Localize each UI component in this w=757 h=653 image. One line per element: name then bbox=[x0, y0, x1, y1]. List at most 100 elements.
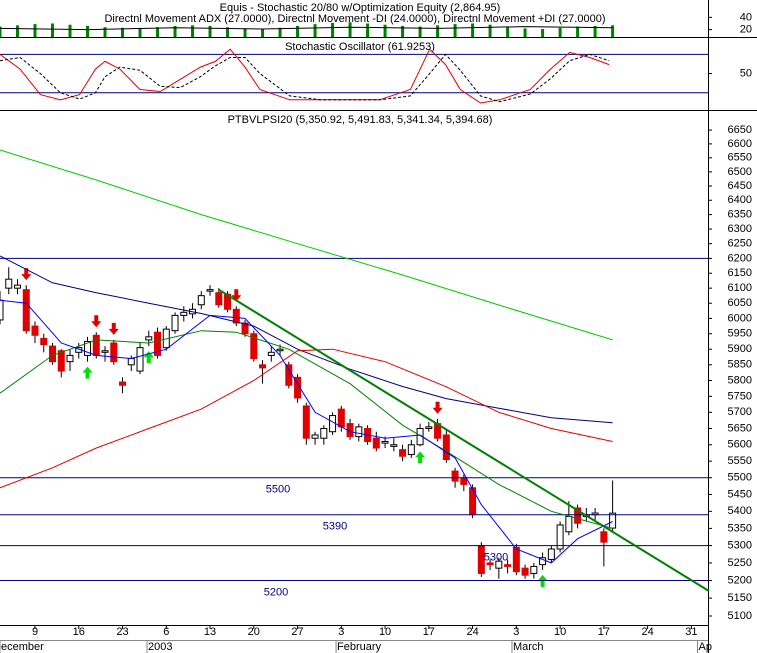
candle-body bbox=[267, 351, 275, 356]
bar bbox=[523, 28, 527, 37]
y-tick-label: 5800 bbox=[728, 374, 752, 386]
bar bbox=[226, 27, 230, 37]
x-tick-label: 16 bbox=[73, 626, 85, 638]
month-label: February bbox=[337, 641, 382, 653]
candle-body bbox=[547, 548, 555, 560]
candle-body bbox=[407, 444, 415, 456]
candle-body bbox=[600, 531, 608, 543]
sell-arrow bbox=[432, 401, 443, 414]
indicator-line bbox=[0, 53, 610, 103]
buy-arrow bbox=[415, 451, 426, 464]
y-tick-label: 5900 bbox=[728, 343, 752, 355]
indicator-line bbox=[0, 348, 613, 489]
x-tick-label: 6 bbox=[163, 626, 169, 638]
candle-body bbox=[241, 322, 249, 335]
candle-body bbox=[206, 289, 214, 292]
candle-body bbox=[154, 331, 162, 356]
candle-body bbox=[539, 557, 547, 566]
month-label: ecember bbox=[1, 641, 44, 653]
candle-body bbox=[14, 284, 22, 289]
y-tick-label: 5700 bbox=[728, 406, 752, 418]
candle-body bbox=[84, 340, 92, 356]
candle-body bbox=[355, 426, 363, 438]
bar bbox=[191, 25, 195, 37]
bar bbox=[541, 29, 545, 37]
panel-title: PTBVLPSI20 (5,350.92, 5,491.83, 5,341.34… bbox=[228, 114, 493, 126]
y-tick-label: 5850 bbox=[728, 359, 752, 371]
candle-body bbox=[521, 567, 529, 576]
sell-arrow bbox=[108, 322, 119, 335]
candle-body bbox=[136, 347, 144, 372]
candle-body bbox=[31, 325, 39, 336]
y-tick-label: 20 bbox=[740, 24, 752, 36]
level-label: 5390 bbox=[323, 521, 347, 533]
candle-body bbox=[92, 334, 100, 356]
candle-body bbox=[250, 333, 258, 360]
bar bbox=[296, 25, 300, 37]
bar bbox=[0, 26, 2, 37]
indicator-line bbox=[0, 330, 613, 529]
x-tick-label: 17 bbox=[423, 626, 435, 638]
indicator-line bbox=[0, 149, 613, 341]
y-tick-label: 6550 bbox=[728, 152, 752, 164]
y-tick-label: 5550 bbox=[728, 455, 752, 467]
x-tick-label: 20 bbox=[248, 626, 260, 638]
y-tick-label: 5450 bbox=[728, 488, 752, 500]
y-tick-label: 5500 bbox=[728, 472, 752, 484]
candle-body bbox=[276, 348, 284, 352]
candle-body bbox=[495, 560, 503, 569]
candle-body bbox=[372, 437, 380, 449]
candle-body bbox=[320, 427, 328, 439]
candle-body bbox=[66, 354, 74, 363]
panel-title: Equis - Stochastic 20/80 w/Optimization … bbox=[220, 2, 501, 14]
candle-body bbox=[285, 364, 293, 386]
bar bbox=[33, 24, 37, 37]
y-tick-label: 6350 bbox=[728, 209, 752, 221]
candle-body bbox=[337, 408, 345, 428]
candle-body bbox=[232, 308, 240, 324]
indicator-line bbox=[0, 26, 613, 31]
panel-subtitle: Directnl Movement ADX (27.0000), Directn… bbox=[104, 13, 605, 25]
y-tick-label: 50 bbox=[740, 67, 752, 79]
candle-body bbox=[311, 434, 319, 439]
level-label: 5200 bbox=[264, 586, 288, 598]
buy-arrow bbox=[82, 366, 93, 379]
x-tick-label: 27 bbox=[291, 626, 303, 638]
candle-body bbox=[22, 289, 30, 332]
level-label: 5500 bbox=[266, 484, 290, 496]
bar bbox=[401, 25, 405, 37]
candle-body bbox=[40, 337, 48, 346]
x-tick-label: 24 bbox=[641, 626, 653, 638]
y-tick-label: 5400 bbox=[728, 505, 752, 517]
candle-body bbox=[486, 562, 494, 566]
sell-arrow bbox=[21, 268, 32, 281]
y-tick-label: 6250 bbox=[728, 238, 752, 250]
bar bbox=[348, 22, 352, 37]
bar bbox=[436, 25, 440, 37]
x-tick-label: 10 bbox=[379, 626, 391, 638]
candle-body bbox=[442, 434, 450, 461]
bar bbox=[366, 23, 370, 37]
y-tick-label: 5150 bbox=[728, 592, 752, 604]
candle-body bbox=[460, 477, 468, 485]
candle-body bbox=[145, 336, 153, 341]
candle-body bbox=[215, 292, 223, 306]
x-tick-label: 3 bbox=[338, 626, 344, 638]
level-label: 5300 bbox=[484, 551, 508, 563]
candle-body bbox=[171, 314, 179, 332]
x-tick-label: 23 bbox=[116, 626, 128, 638]
bar bbox=[138, 28, 142, 37]
candle-body bbox=[197, 295, 205, 306]
bar bbox=[313, 24, 317, 37]
bar bbox=[418, 26, 422, 37]
candle-body bbox=[574, 507, 582, 524]
bar bbox=[16, 25, 20, 37]
month-label: March bbox=[513, 641, 544, 653]
y-tick-label: 6600 bbox=[728, 138, 752, 150]
y-tick-label: 6050 bbox=[728, 297, 752, 309]
candle-body bbox=[110, 342, 118, 363]
y-tick-label: 5250 bbox=[728, 557, 752, 569]
x-tick-label: 13 bbox=[204, 626, 216, 638]
y-tick-label: 6150 bbox=[728, 267, 752, 279]
